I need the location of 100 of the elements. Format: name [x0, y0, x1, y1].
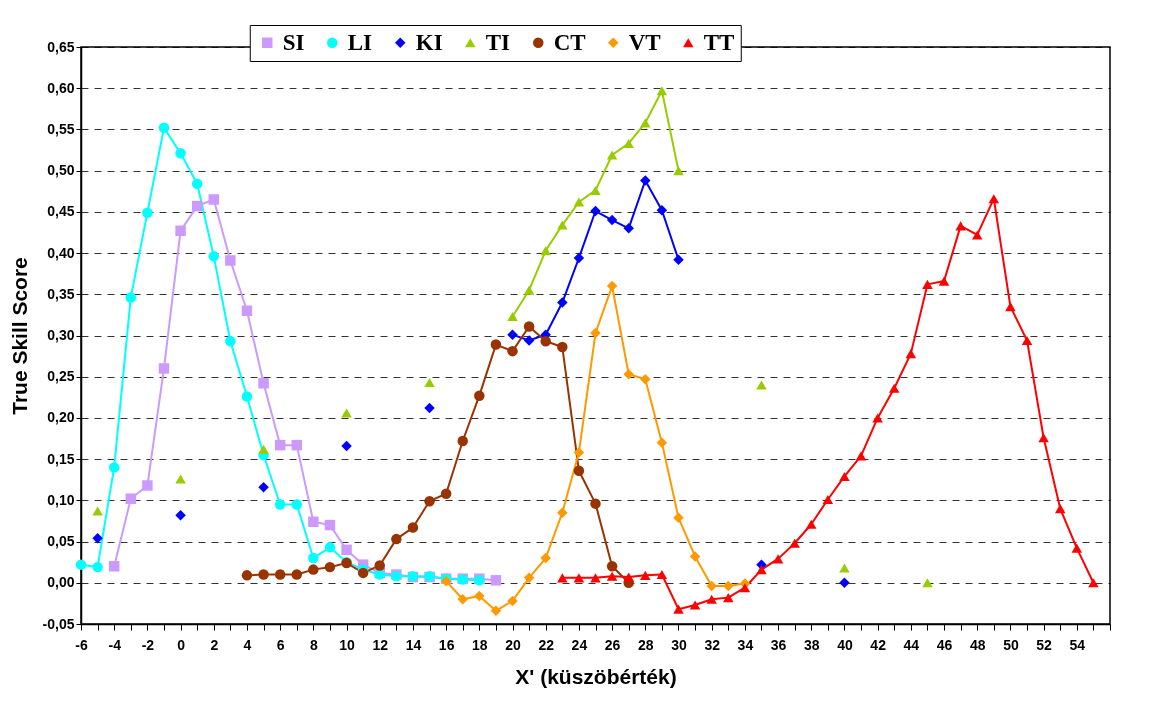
- point: [606, 214, 618, 226]
- point: [590, 573, 601, 583]
- y-tick-label: 0,15: [47, 450, 75, 467]
- point: [291, 439, 302, 451]
- point: [225, 255, 236, 266]
- x-tick-label: 30: [671, 636, 687, 653]
- point: [606, 561, 618, 572]
- x-tick-label: 52: [1036, 636, 1053, 653]
- point: [258, 444, 269, 454]
- point: [557, 573, 568, 583]
- point: [1071, 543, 1083, 553]
- point: [756, 380, 767, 390]
- point: [656, 204, 668, 216]
- point: [75, 559, 87, 570]
- x-tick-label: 0: [177, 636, 186, 653]
- point: [374, 560, 385, 571]
- point: [673, 512, 684, 523]
- x-tick-label: 20: [505, 636, 522, 653]
- point: [241, 570, 253, 581]
- x-tick-label: 46: [936, 636, 953, 653]
- point: [673, 166, 684, 176]
- point: [1038, 433, 1049, 443]
- y-tick-label: 0,25: [47, 368, 75, 385]
- x-tick-label: 6: [276, 636, 285, 653]
- point: [640, 373, 651, 385]
- x-tick-label: -6: [75, 636, 88, 653]
- point: [341, 544, 352, 556]
- x-tick-label: 36: [770, 636, 787, 653]
- point: [806, 519, 817, 529]
- x-tick-label: 12: [372, 636, 389, 653]
- point: [557, 297, 568, 308]
- point: [507, 345, 518, 357]
- y-axis-title: True Skill Score: [7, 257, 31, 415]
- point: [125, 493, 137, 504]
- point: [839, 563, 850, 573]
- point: [507, 329, 518, 340]
- y-tick-label: 0,00: [47, 574, 75, 591]
- point: [756, 565, 767, 575]
- point: [424, 495, 435, 507]
- point: [590, 327, 601, 339]
- point: [175, 509, 186, 521]
- point: [623, 572, 634, 582]
- x-tick-label: 50: [1003, 636, 1019, 653]
- point: [955, 221, 966, 231]
- point: [922, 578, 933, 588]
- point: [324, 542, 336, 553]
- point: [606, 571, 618, 581]
- point: [640, 118, 651, 128]
- point: [324, 561, 336, 573]
- point: [507, 595, 518, 607]
- point: [407, 522, 419, 533]
- point: [623, 138, 634, 148]
- y-tick-label: 0,35: [47, 285, 75, 302]
- point: [391, 533, 402, 545]
- point: [922, 279, 933, 289]
- point: [673, 254, 684, 265]
- point: [640, 570, 651, 580]
- y-tick-label: 0,20: [47, 409, 75, 426]
- point: [623, 223, 634, 234]
- point: [108, 561, 120, 572]
- point: [92, 561, 103, 573]
- point: [855, 451, 867, 461]
- y-tick-label: 0,45: [47, 203, 75, 220]
- legend-label: TT: [703, 29, 735, 55]
- x-axis-title: X' (küszöbérték): [515, 664, 677, 688]
- point: [839, 471, 850, 481]
- point: [175, 225, 186, 237]
- point: [258, 569, 269, 580]
- point: [689, 600, 701, 610]
- point: [523, 572, 535, 584]
- point: [839, 577, 850, 589]
- point: [723, 593, 734, 603]
- point: [706, 580, 717, 592]
- point: [905, 349, 917, 359]
- point: [291, 569, 302, 580]
- point: [424, 377, 435, 388]
- point: [92, 533, 103, 544]
- point: [739, 583, 751, 593]
- point: [523, 285, 535, 295]
- point: [474, 390, 485, 401]
- x-tick-label: -2: [141, 636, 155, 653]
- legend-label: TI: [485, 29, 511, 55]
- point: [274, 569, 286, 580]
- y-tick-label: 0,50: [47, 162, 75, 179]
- point: [490, 339, 502, 350]
- point: [142, 207, 153, 218]
- y-tick-label: 0,55: [47, 120, 75, 137]
- x-tick-label: 22: [538, 636, 555, 653]
- point: [557, 507, 568, 518]
- x-tick-label: 44: [903, 636, 920, 653]
- point: [540, 336, 551, 347]
- y-tick-label: 0,40: [47, 244, 75, 261]
- x-tick-label: 2: [210, 636, 219, 653]
- point: [241, 305, 253, 317]
- point: [341, 408, 352, 418]
- y-tick-label: 0,65: [47, 38, 75, 55]
- x-tick-label: -4: [108, 636, 122, 653]
- point: [175, 148, 186, 159]
- point: [822, 494, 834, 505]
- point: [490, 605, 502, 617]
